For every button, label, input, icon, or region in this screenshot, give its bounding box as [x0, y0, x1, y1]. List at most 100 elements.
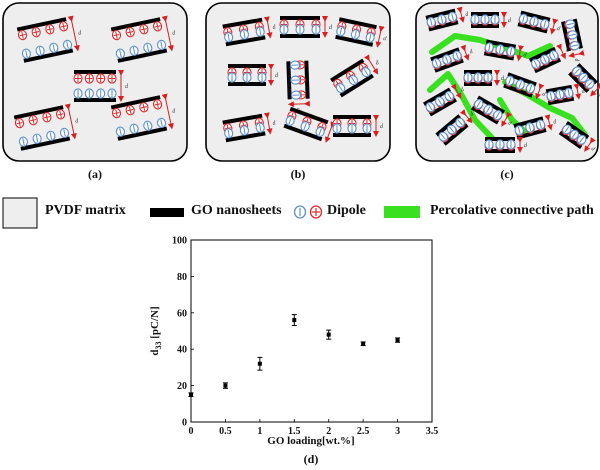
go-nanosheet — [576, 63, 598, 85]
go-nanosheet — [338, 17, 377, 30]
dipole-positive-icon — [58, 21, 69, 32]
go-nanosheet — [503, 83, 533, 98]
dipole-negative-icon — [224, 32, 234, 43]
spacing-arrow — [324, 121, 337, 143]
dipole-negative-icon — [257, 72, 267, 83]
go-nanosheet — [110, 95, 161, 110]
data-marker — [223, 383, 228, 388]
go-nanosheet — [429, 97, 457, 117]
x-tick-label: 2.5 — [357, 426, 370, 437]
go-nanosheet — [545, 84, 573, 94]
go-unit: d — [470, 12, 512, 28]
go-nanosheet — [516, 127, 547, 140]
dipole-positive-icon — [17, 29, 28, 41]
data-marker — [361, 341, 366, 346]
dipole-positive-icon — [139, 102, 149, 113]
go-nanosheet — [20, 136, 71, 151]
go-unit: d — [463, 70, 505, 86]
go-unit: d — [283, 106, 338, 143]
dipole-negative-icon — [529, 16, 539, 27]
go-nanosheet — [110, 17, 161, 32]
go-unit: d — [483, 39, 528, 62]
spacing-arrow — [459, 109, 473, 124]
dipole-negative-icon — [227, 72, 237, 83]
dipole-positive-icon — [125, 27, 135, 38]
legend-nanosheet-label: GO nanosheets — [191, 203, 282, 218]
dipole-negative-icon — [35, 45, 45, 56]
go-nanosheet — [16, 17, 67, 32]
dipole-negative-icon — [332, 123, 342, 134]
dipole-negative-icon — [46, 130, 56, 141]
dipole-negative-icon — [463, 72, 473, 83]
go-nanosheet — [443, 123, 469, 146]
spacing-arrow — [263, 112, 273, 135]
dipole-negative-icon — [525, 122, 535, 133]
spacing-arrow — [556, 43, 566, 60]
data-point — [222, 382, 228, 389]
dipole-negative-icon — [493, 110, 503, 121]
dipole-negative-icon — [505, 75, 515, 86]
go-nanosheet — [547, 96, 575, 106]
spacing-symbol: d — [556, 26, 561, 33]
dipole-negative-icon — [239, 125, 250, 136]
dipole-negative-icon — [224, 128, 234, 139]
x-tick-label: 1.5 — [288, 426, 301, 437]
spacing-arrow — [67, 15, 80, 52]
dipole-negative-icon — [578, 72, 589, 83]
go-nanosheet — [335, 34, 374, 47]
dipole-negative-icon — [518, 13, 529, 24]
legend-path-swatch — [384, 206, 420, 218]
dipole-negative-icon — [32, 133, 42, 144]
dipole-negative-icon — [143, 120, 153, 131]
spacing-symbol: d — [596, 92, 600, 99]
dipole-negative-icon — [295, 24, 305, 35]
spacing-arrow — [450, 83, 462, 99]
go-unit: d — [227, 64, 279, 86]
dipole-negative-icon — [362, 123, 372, 134]
go-unit: d — [503, 72, 547, 100]
x-tick-label: 2 — [326, 426, 331, 437]
go-nanosheet — [222, 113, 263, 125]
dipole-negative-icon — [290, 75, 301, 85]
dipole-positive-icon — [55, 109, 66, 120]
go-unit: d — [528, 43, 571, 74]
go-unit: d — [430, 44, 475, 73]
spacing-arrow — [573, 83, 582, 100]
dipole-negative-icon — [565, 19, 576, 29]
y-tick-label: 0 — [182, 418, 187, 429]
go-unit: d — [561, 18, 585, 63]
dipole-negative-icon — [115, 126, 126, 137]
dipole-negative-icon — [506, 139, 516, 150]
go-nanosheet — [74, 70, 116, 74]
y-tick-label: 40 — [177, 345, 187, 356]
go-unit: d — [222, 112, 277, 143]
spacing-symbol: d — [469, 49, 475, 56]
y-tick-label: 20 — [177, 381, 187, 392]
spacing-symbol: d — [78, 30, 83, 37]
go-unit: d — [222, 16, 277, 47]
x-axis-ticks: 0 0.5 1 1.5 2 2.5 3 3.5 — [189, 419, 438, 437]
go-nanosheet — [228, 82, 266, 86]
dipole-negative-icon — [115, 48, 126, 59]
dipole-positive-icon — [111, 107, 122, 119]
go-nanosheet — [534, 57, 562, 74]
spacing-arrow — [287, 100, 310, 108]
spacing-symbol: d — [75, 118, 80, 125]
go-unit: d — [16, 15, 83, 63]
go-unit: d — [335, 17, 388, 48]
dipole-negative-icon — [540, 19, 550, 30]
dipole-negative-icon — [285, 115, 295, 126]
spacing-symbol: d — [501, 76, 505, 82]
dipole-negative-icon — [525, 83, 536, 94]
dipole-negative-icon — [569, 41, 580, 51]
dipole-positive-icon — [96, 73, 106, 84]
dipole-negative-icon — [564, 87, 574, 99]
dipole-negative-icon — [473, 72, 483, 83]
spacing-arrow — [363, 54, 379, 75]
dipole-negative-icon — [490, 14, 500, 25]
d33-chart: 0 0.5 1 1.5 2 2.5 3 3.5 0 20 40 60 80 100 GO loading… — [149, 236, 438, 448]
dipole-negative-icon — [431, 58, 442, 69]
go-nanosheet — [507, 72, 537, 87]
go-unit: d — [110, 93, 177, 141]
